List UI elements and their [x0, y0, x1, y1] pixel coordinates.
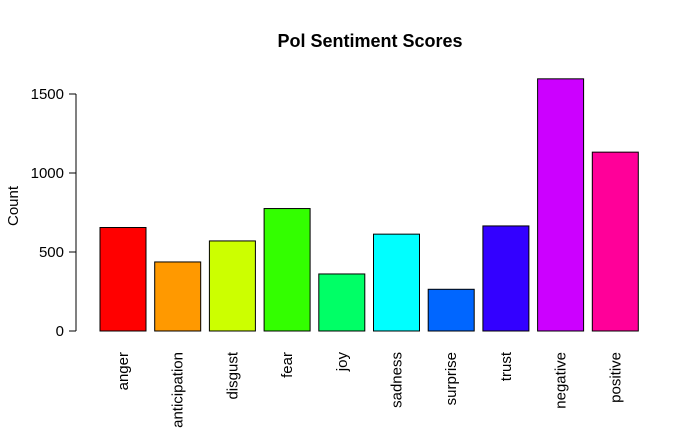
bar-negative — [537, 78, 585, 332]
bar-anticipation — [154, 261, 202, 332]
y-axis-label: Count — [5, 185, 22, 226]
x-tick-label-negative: negative — [553, 352, 570, 409]
x-tick-label-fear: fear — [279, 352, 296, 378]
bar-sadness — [373, 233, 420, 332]
x-tick-label-surprise: surprise — [443, 352, 460, 405]
x-tick-labels: anger anticipation disgust fear joy sadness su… — [115, 351, 624, 428]
y-tick-label: 1000 — [31, 165, 64, 182]
x-tick-label-joy: joy — [334, 352, 351, 373]
x-tick-label-anticipation: anticipation — [170, 352, 187, 428]
y-tick-label: 500 — [39, 244, 64, 261]
y-axis: 0 500 1000 1500 — [31, 86, 77, 340]
bar-trust — [482, 225, 530, 332]
x-tick-label-positive: positive — [607, 352, 624, 403]
bar-surprise — [427, 288, 475, 332]
chart-title: Pol Sentiment Scores — [277, 31, 462, 51]
bars-group — [99, 78, 639, 332]
x-tick-label-disgust: disgust — [224, 351, 241, 399]
bar-joy — [318, 273, 366, 332]
y-tick-label: 1500 — [31, 86, 64, 103]
bar-positive — [591, 151, 639, 332]
bar-fear — [263, 208, 311, 332]
x-tick-label-trust: trust — [498, 351, 515, 381]
y-tick-label: 0 — [56, 323, 64, 340]
bar-disgust — [208, 240, 256, 332]
x-tick-label-anger: anger — [115, 352, 132, 390]
x-tick-label-sadness: sadness — [389, 352, 406, 408]
bar-anger — [99, 227, 147, 332]
